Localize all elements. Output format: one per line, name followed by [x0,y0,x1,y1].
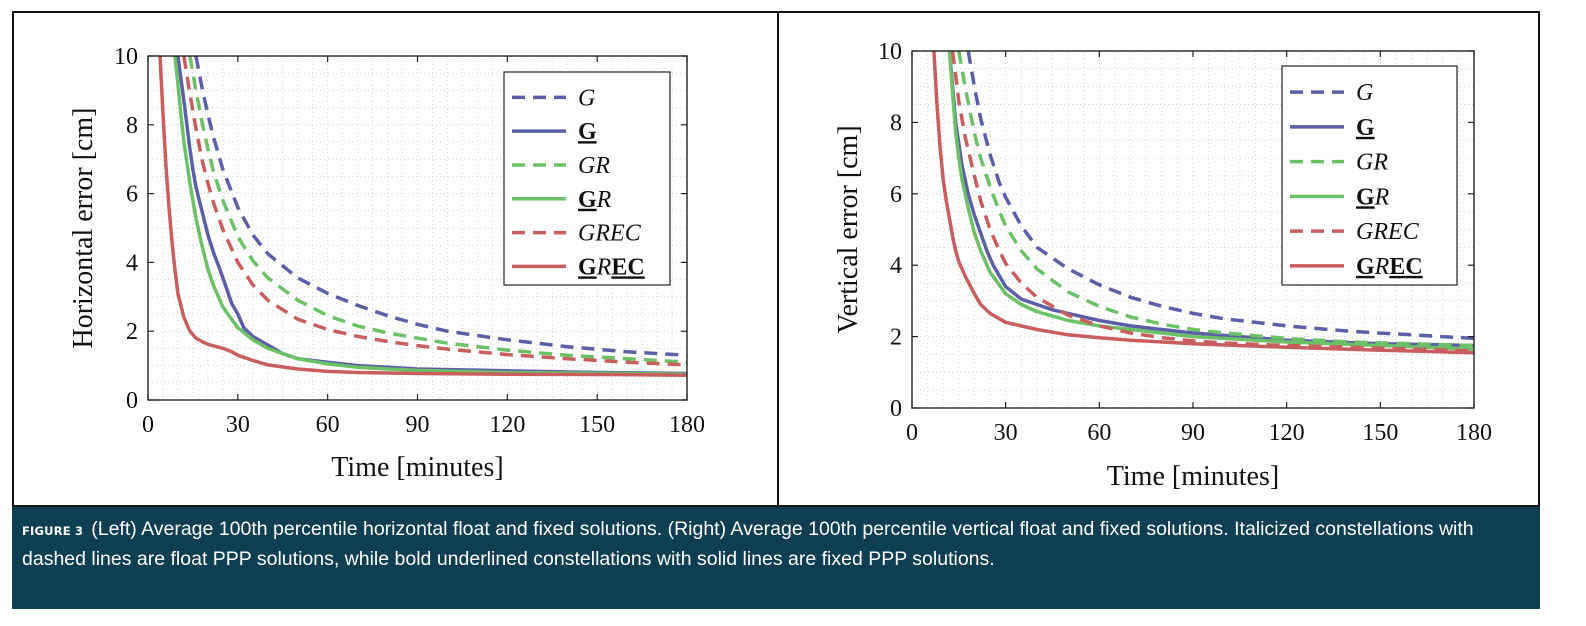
x-tick-label: 120 [1269,420,1305,446]
x-tick-label: 150 [1362,420,1398,446]
x-axis-label: Time [minutes] [331,452,503,483]
y-tick-label: 8 [126,113,138,139]
series-solid-blue-line [947,51,1474,348]
y-tick-label: 2 [890,325,902,351]
y-axis-label: Vertical error [cm] [833,125,864,333]
legend-label: G [1356,80,1373,106]
x-tick-label: 0 [906,420,918,446]
figure-caption: FIGURE 3 (Left) Average 100th percentile … [12,507,1540,609]
y-tick-label: 4 [126,250,138,276]
y-axis-label: Horizontal error [cm] [68,108,99,349]
caption-text: (Left) Average 100th percentile horizont… [22,518,1474,570]
right-chart: 0 30 60 90 120 150 180 0 2 4 6 8 10 Time [minutes] Ver… [833,39,1492,492]
series-dashed-red-line [950,51,1474,353]
series-dashed-green-line [957,51,1474,348]
legend-label: GREC [578,221,642,247]
y-tick-label: 6 [890,182,902,208]
x-tick-label: 180 [669,412,705,438]
series-dashed-blue-line [966,51,1474,341]
y-tick-label: 6 [126,182,138,208]
series-solid-green-line [173,56,687,376]
legend-label: G [1356,115,1375,141]
left-chart: 0 30 60 90 120 150 180 0 2 4 6 8 10 Time [minutes] Hor… [68,44,705,483]
x-tick-label: 120 [489,412,525,438]
series-dashed-green-line [188,56,687,364]
x-tick-label: 60 [316,412,340,438]
series-solid-red-line [932,51,1474,355]
legend-label: G [578,85,595,111]
legend-label: GREC [1356,254,1423,280]
y-tick-label: 10 [114,44,138,70]
legend-label: GREC [578,254,645,280]
x-tick-label: 90 [1181,420,1205,446]
y-tick-label: 0 [890,396,902,422]
x-axis-label: Time [minutes] [1107,461,1279,492]
legend: GG GR GR GREC GREC [1281,65,1458,286]
x-tick-label: 30 [226,412,250,438]
legend-label: GR [578,187,612,213]
y-tick-label: 4 [890,253,902,279]
legend-label: GR [578,153,610,179]
panel-divider [777,11,779,507]
y-tick-label: 2 [126,319,138,345]
x-tick-label: 0 [142,412,154,438]
series-group [158,56,687,377]
x-tick-label: 180 [1456,420,1492,446]
y-tick-label: 8 [890,110,902,136]
x-tick-label: 30 [994,420,1018,446]
legend-box [1281,65,1458,286]
x-tick-label: 150 [579,412,615,438]
caption-label: FIGURE 3 [22,524,84,538]
legend-label: G [578,119,597,145]
y-tick-label: 10 [878,39,902,65]
series-solid-green-line [947,51,1474,351]
series-group [932,51,1474,355]
series-solid-red-line [158,56,687,377]
legend-label: GR [1356,150,1388,176]
x-tick-label: 60 [1087,420,1111,446]
legend-box [503,71,671,286]
x-tick-label: 90 [406,412,430,438]
legend: GG GR GR GREC GREC [503,71,671,286]
series-dashed-red-line [182,56,687,367]
y-tick-label: 0 [126,388,138,414]
legend-label: GREC [1356,219,1420,245]
legend-label: GR [1356,184,1390,210]
